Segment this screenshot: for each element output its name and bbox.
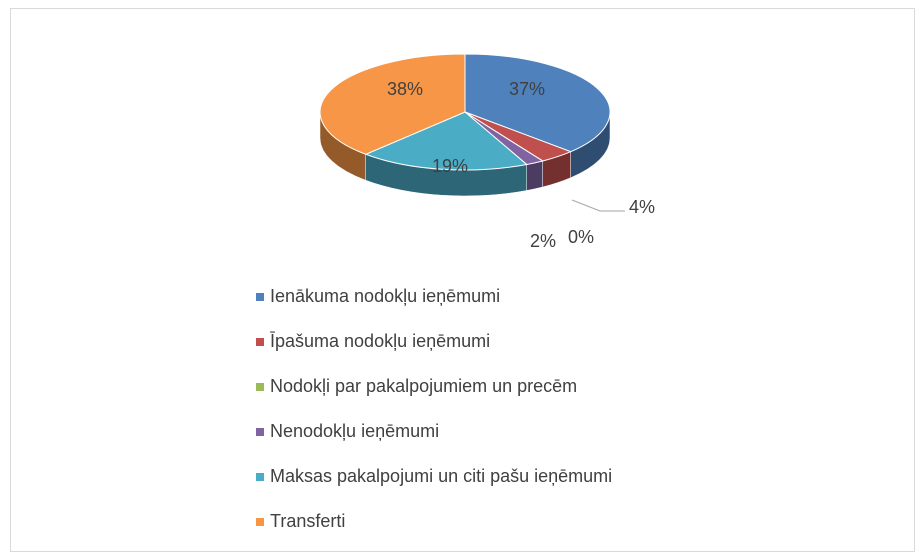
data-label: 19%	[432, 156, 468, 176]
legend-label: Nenodokļu ieņēmumi	[270, 421, 439, 441]
legend-swatch	[256, 428, 264, 436]
legend-swatch	[256, 383, 264, 391]
legend-label: Īpašuma nodokļu ieņēmumi	[270, 331, 490, 351]
data-label: 2%	[530, 231, 556, 251]
legend-label: Ienākuma nodokļu ieņēmumi	[270, 286, 500, 306]
data-label: 37%	[509, 79, 545, 99]
slice	[319, 53, 466, 155]
data-label: 4%	[629, 197, 655, 217]
legend-label: Maksas pakalpojumi un citi pašu ieņēmumi	[270, 466, 612, 486]
slice	[364, 111, 528, 171]
legend-label: Nodokļi par pakalpojumiem un precēm	[270, 376, 577, 396]
legend-swatch	[256, 293, 264, 301]
legend-swatch	[256, 518, 264, 526]
legend-label: Transferti	[270, 511, 345, 531]
legend-swatch	[256, 473, 264, 481]
data-label: 38%	[387, 79, 423, 99]
leader-line	[571, 199, 625, 212]
slice-side	[526, 160, 543, 191]
slice	[464, 53, 611, 153]
legend-swatch	[256, 338, 264, 346]
data-label: 0%	[568, 227, 594, 247]
